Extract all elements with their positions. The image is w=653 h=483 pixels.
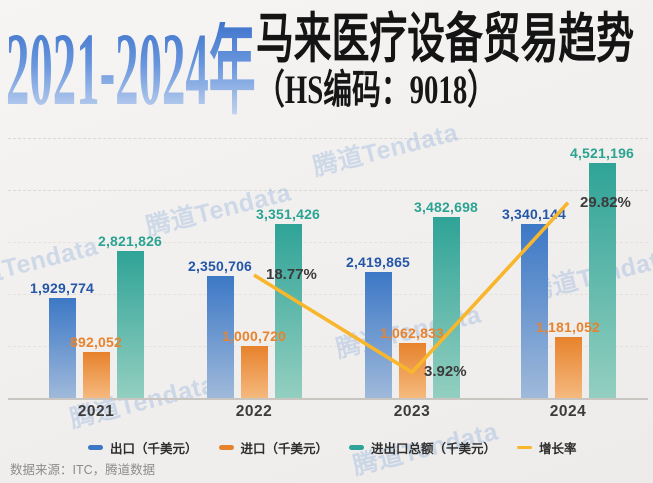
growth-rate-label: 3.92%	[424, 363, 467, 381]
x-axis-label-2021: 2021	[77, 403, 115, 420]
legend-item-total: 进出口总额（千美元）	[349, 438, 496, 457]
bar-value-label: 3,351,426	[255, 205, 321, 222]
bar-2024-series2	[588, 162, 616, 398]
bar-2022-series2	[274, 223, 302, 398]
export-swatch-icon	[88, 445, 103, 450]
gridline	[8, 138, 648, 139]
bar-2024-series0	[520, 224, 548, 398]
bar-2022-series0	[206, 275, 234, 398]
growth-rate-label: 18.77%	[266, 266, 317, 284]
x-axis-label-2023: 2023	[393, 403, 431, 420]
bar-2023-series1	[398, 342, 426, 398]
bar-value-label: 1,000,720	[221, 327, 287, 344]
bar-2024-series1	[554, 336, 582, 398]
legend-label-export: 出口（千美元）	[110, 442, 198, 456]
legend-item-export: 出口（千美元）	[88, 438, 198, 457]
page-title: 马来医疗设备贸易趋势	[256, 9, 634, 69]
tendata-watermark: 腾道Tendata	[310, 118, 461, 182]
legend-label-total: 进出口总额（千美元）	[371, 442, 497, 456]
x-axis-line	[8, 398, 648, 400]
legend-label-import: 进口（千美元）	[240, 442, 329, 456]
growth-line-swatch-icon	[517, 446, 533, 449]
bar-value-label: 1,929,774	[29, 279, 95, 296]
bar-value-label: 892,052	[69, 333, 123, 350]
bar-value-label: 3,340,144	[501, 206, 567, 223]
bar-value-label: 2,419,865	[345, 254, 411, 271]
growth-rate-label: 29.82%	[580, 193, 631, 211]
total-swatch-icon	[349, 445, 365, 450]
page-subtitle: （HS编码：9018）	[256, 67, 497, 112]
data-source-note: 数据来源：ITC，腾道数据	[10, 463, 156, 477]
title-year-range: 2021-2024年	[6, 12, 256, 127]
bar-2021-series1	[82, 351, 110, 398]
legend-label-growth: 增长率	[539, 442, 577, 456]
x-axis-label-2022: 2022	[235, 403, 273, 420]
bar-value-label: 1,062,833	[379, 324, 445, 341]
bar-value-label: 4,521,196	[569, 144, 635, 161]
bar-2022-series1	[240, 345, 268, 398]
legend-item-growth: 增长率	[517, 438, 577, 457]
legend-item-import: 进口（千美元）	[218, 438, 329, 457]
x-axis-label-2024: 2024	[549, 403, 587, 420]
bar-value-label: 1,181,052	[535, 318, 601, 335]
import-swatch-icon	[218, 445, 234, 450]
chart-legend: 出口（千美元） 进口（千美元） 进出口总额（千美元） 增长率	[88, 438, 577, 457]
bar-value-label: 2,350,706	[187, 257, 253, 274]
bar-2021-series2	[116, 251, 144, 398]
bar-value-label: 2,821,826	[97, 233, 163, 250]
bar-value-label: 3,482,698	[413, 198, 479, 215]
gridline	[8, 190, 648, 191]
bar-2021-series0	[48, 297, 76, 398]
